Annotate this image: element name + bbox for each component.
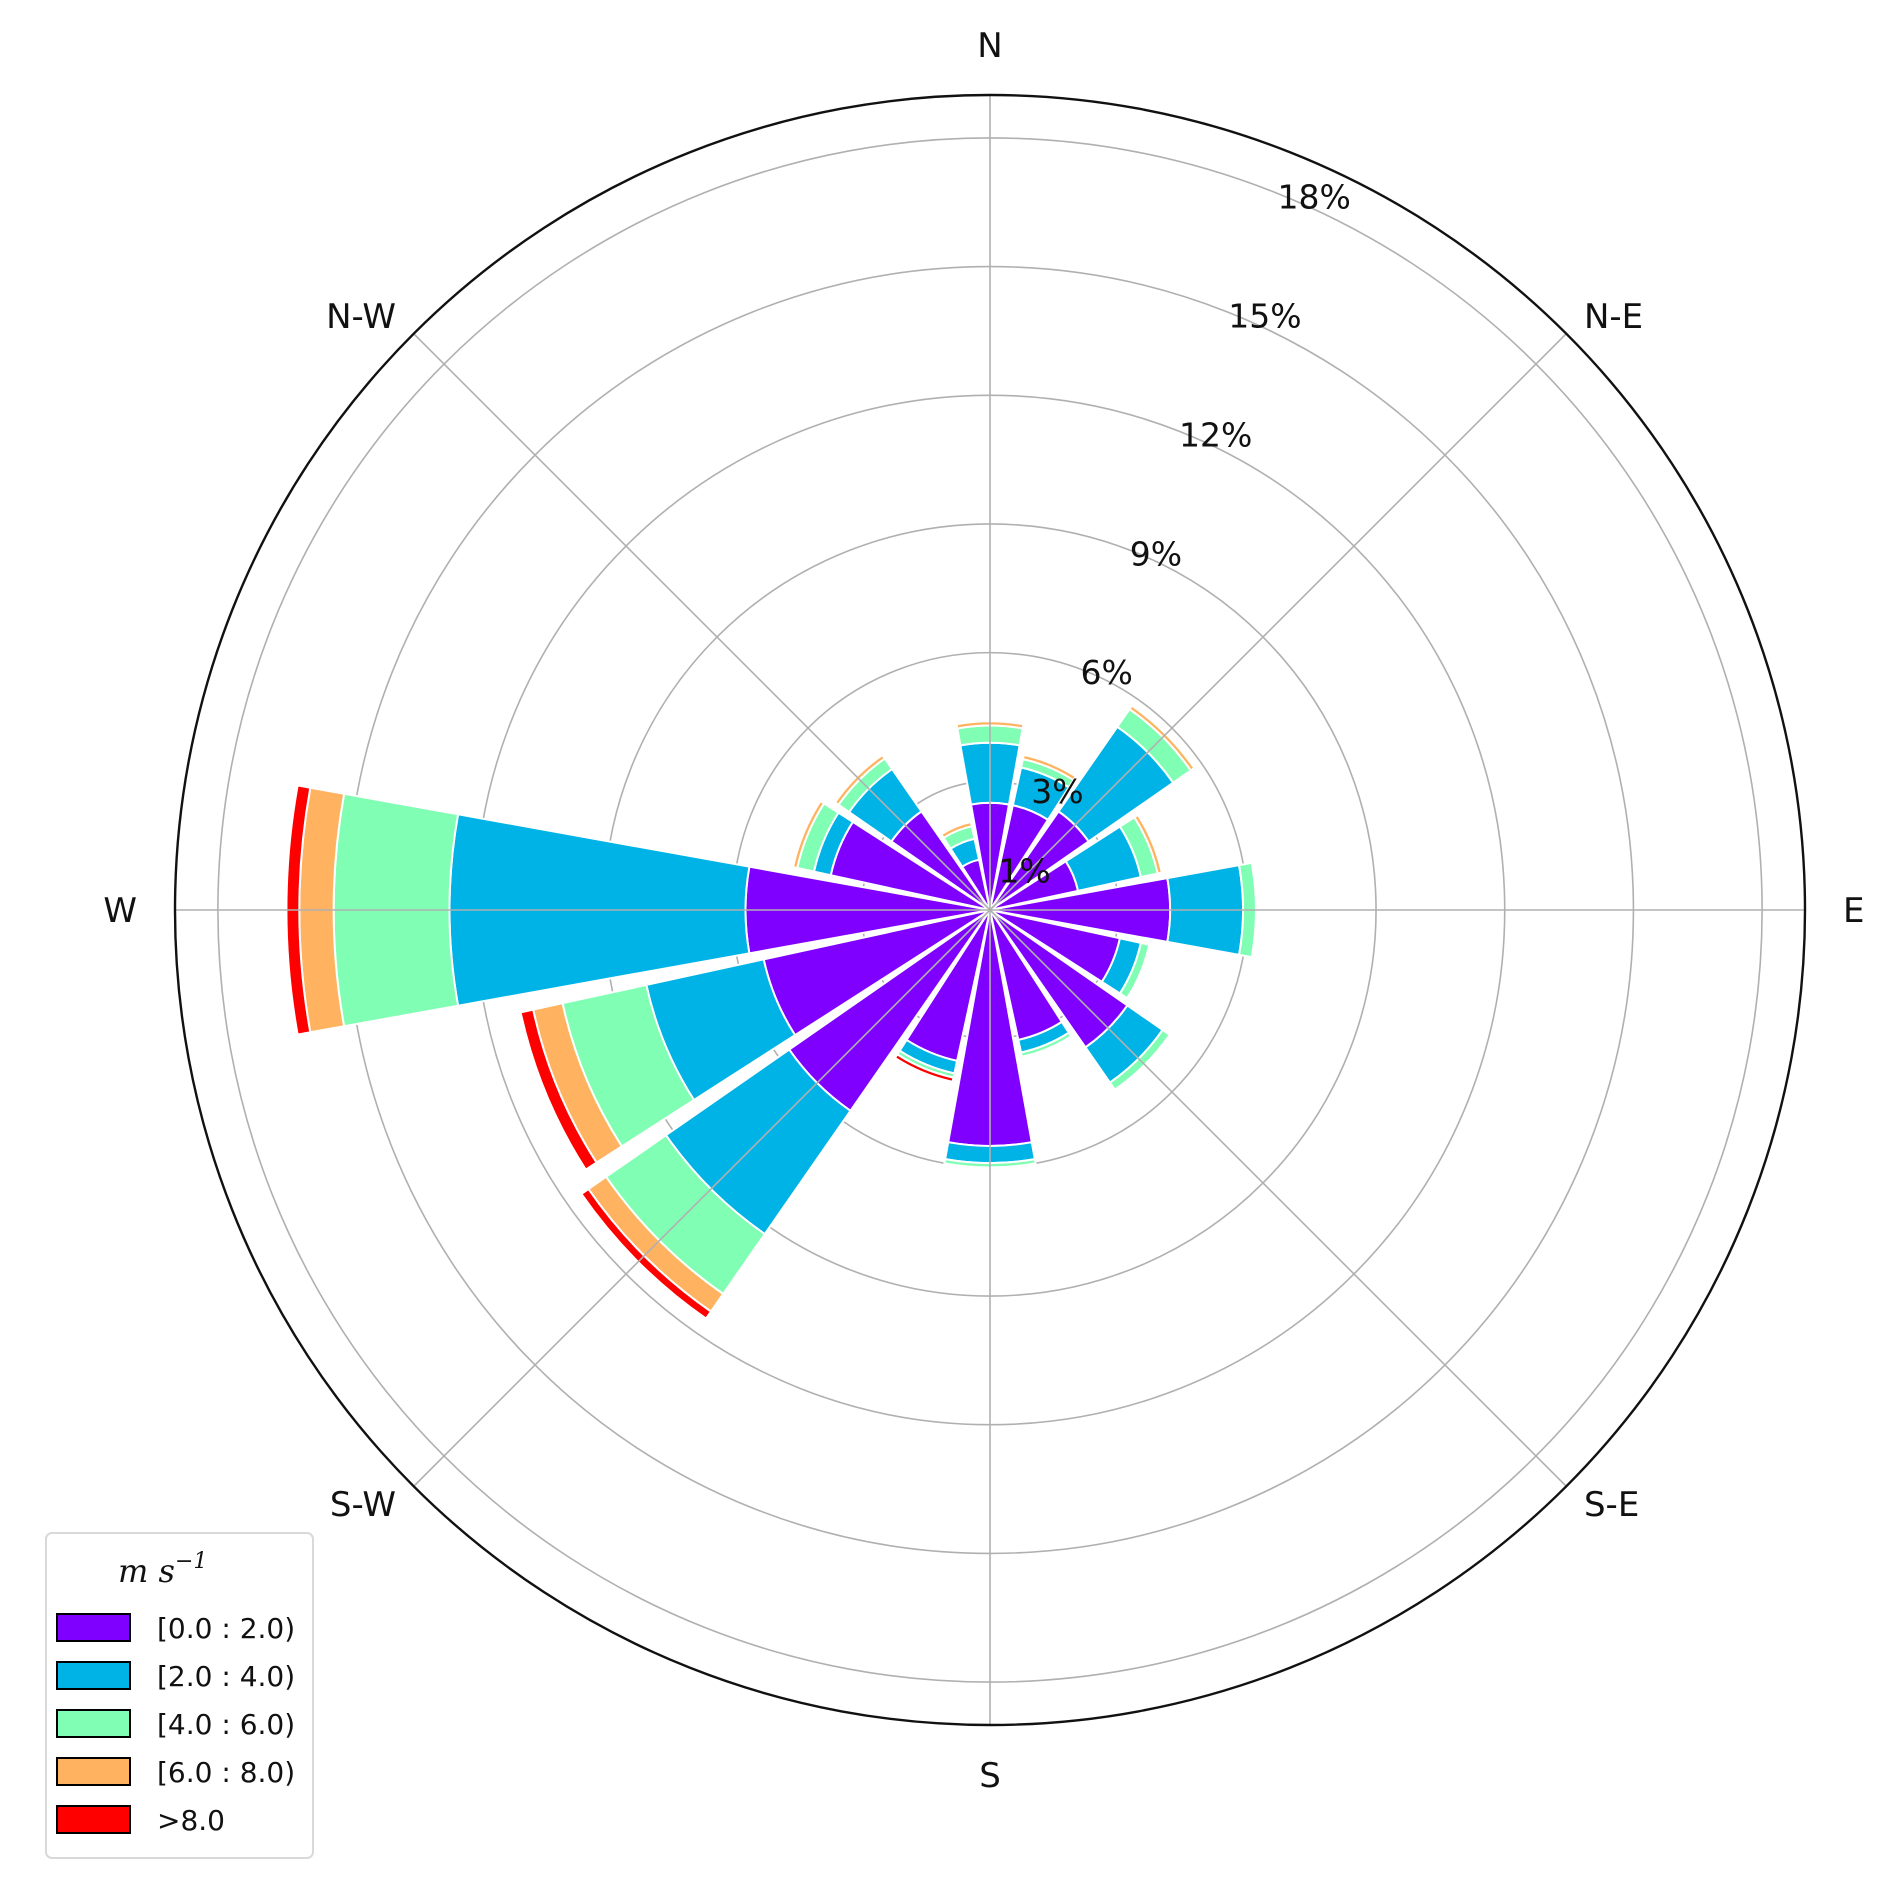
wind-bar-segment bbox=[833, 753, 887, 807]
polar-frame bbox=[173, 93, 1807, 1727]
wind-bar-segment bbox=[1021, 753, 1078, 782]
grid-spoke bbox=[413, 909, 991, 1487]
compass-label: N bbox=[977, 26, 1002, 66]
compass-label: S-W bbox=[330, 1485, 396, 1525]
legend-title: m s−1 bbox=[118, 1549, 207, 1590]
wind-bar-segment bbox=[1128, 704, 1196, 772]
radial-tick-label: 12% bbox=[1179, 415, 1252, 454]
wind-bar-segment bbox=[1118, 941, 1151, 1000]
compass-label: S-E bbox=[1584, 1485, 1639, 1525]
legend-label: >8.0 bbox=[157, 1804, 225, 1837]
legend-label: [0.0 : 2.0) bbox=[157, 1612, 295, 1645]
radial-tick-label: 15% bbox=[1228, 297, 1301, 336]
wind-bar-segment bbox=[1019, 1031, 1073, 1058]
compass-label: S bbox=[979, 1756, 1001, 1796]
legend-title-exponent: −1 bbox=[175, 1549, 207, 1574]
legend-label: [4.0 : 6.0) bbox=[157, 1708, 295, 1741]
wind-bar-segment bbox=[1133, 813, 1164, 875]
compass-label: E bbox=[1843, 891, 1864, 931]
legend-items: [0.0 : 2.0) [2.0 : 4.0) [4.0 : 6.0) [6.0 : … bbox=[56, 1612, 295, 1837]
wind-bar-segment bbox=[519, 1008, 598, 1171]
grid-spoke bbox=[413, 333, 991, 911]
legend-swatch bbox=[56, 1757, 131, 1786]
compass-label: W bbox=[103, 891, 137, 931]
legend-swatch bbox=[56, 1613, 131, 1642]
legend: m s−1 [0.0 : 2.0)[2.0 : 4.0)[4.0 : 6.0)[… bbox=[45, 1532, 314, 1859]
wind-bars bbox=[285, 704, 1257, 1320]
grid-spoke bbox=[989, 909, 1567, 1487]
legend-swatch bbox=[56, 1661, 131, 1690]
legend-label: [6.0 : 8.0) bbox=[157, 1756, 295, 1789]
compass-labels: E N-E N N-W W S-W S S-E bbox=[103, 26, 1864, 1796]
radial-tick-label: 3% bbox=[1031, 772, 1083, 811]
radial-tick-label: 6% bbox=[1080, 653, 1132, 692]
direction-spokes bbox=[173, 93, 1807, 1727]
wind-bar-segment bbox=[791, 799, 826, 870]
grid-spoke bbox=[989, 333, 1567, 911]
radial-tick-label: 1% bbox=[998, 851, 1050, 890]
legend-swatch bbox=[56, 1709, 131, 1738]
compass-label: N-W bbox=[326, 297, 396, 337]
legend-swatch bbox=[56, 1805, 131, 1834]
radial-tick-labels: 1% 3% 6% 9% 12% 15% 18% bbox=[998, 178, 1350, 891]
wind-bar-segment bbox=[580, 1187, 713, 1320]
legend-label: [2.0 : 4.0) bbox=[157, 1660, 295, 1693]
radial-tick-label: 18% bbox=[1277, 178, 1350, 217]
radial-tick-label: 9% bbox=[1130, 534, 1182, 573]
wind-bar-segment bbox=[893, 1053, 955, 1084]
compass-label: N-E bbox=[1584, 297, 1643, 337]
wind-bar-segment bbox=[939, 820, 973, 840]
